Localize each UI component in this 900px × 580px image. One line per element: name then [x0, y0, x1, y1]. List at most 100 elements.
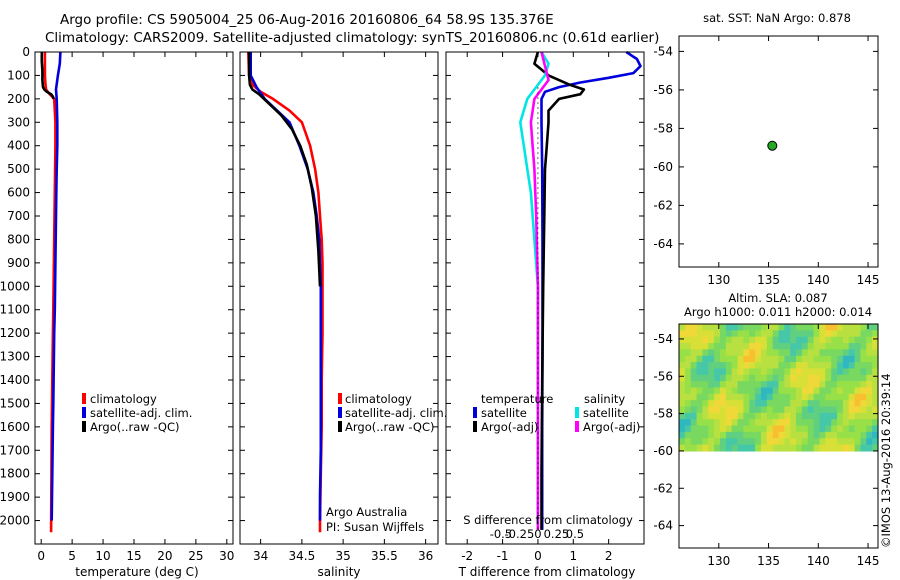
heatmap-cell [766, 355, 774, 363]
imos-credit-label: ©IMOS 13-Aug-2016 20:39:14 [879, 373, 893, 548]
heatmap-cell [708, 368, 715, 376]
heatmap-cell [696, 381, 704, 389]
heatmap-cell [854, 336, 862, 344]
heatmap-cell [708, 431, 715, 439]
heatmap-cell [731, 412, 739, 420]
y-tick-label: -60 [653, 444, 673, 458]
heatmap-cell [772, 362, 780, 370]
heatmap-cell [755, 406, 762, 414]
heatmap-cell [819, 438, 826, 446]
heatmap-cell [796, 324, 803, 331]
heatmap-cell [760, 412, 768, 420]
heatmap-cell [679, 438, 686, 446]
difference-legend: temperature salinity satellite Argo(-adj… [473, 392, 640, 434]
heatmap-cell [684, 425, 692, 433]
heatmap-cell [679, 393, 686, 401]
heatmap-cell [760, 343, 768, 350]
heatmap-cell [696, 400, 704, 408]
heatmap-cell [731, 431, 739, 439]
heatmap-cell [749, 387, 756, 395]
heatmap-cell [737, 324, 744, 331]
x-tick-label: 15 [126, 549, 141, 563]
heatmap-cell [872, 374, 879, 382]
heatmap-cell [842, 412, 850, 420]
heatmap-cell [690, 349, 698, 357]
x-tick-label: 10 [95, 549, 110, 563]
heatmap-cell [714, 355, 721, 363]
heatmap-cell [725, 438, 733, 446]
heatmap-cell [825, 355, 832, 363]
heatmap-cell [760, 393, 768, 401]
series-line-argo-adj--1 [533, 51, 586, 530]
heatmap-cell [755, 362, 762, 370]
heatmap-cell [690, 400, 698, 408]
heatmap-cell [866, 438, 873, 446]
heatmap-cell [696, 438, 704, 446]
heatmap-cell [819, 368, 826, 376]
heatmap-cell [831, 330, 838, 338]
figure-title-line1: Argo profile: CS 5905004_25 06-Aug-2016 … [60, 12, 554, 28]
heatmap-cell [778, 362, 785, 370]
heatmap-cell [766, 400, 774, 408]
heatmap-cell [860, 412, 867, 420]
heatmap-cell [772, 343, 780, 350]
heatmap-cell [702, 343, 709, 350]
heatmap-cell [743, 349, 750, 357]
heatmap-cell [772, 412, 780, 420]
heatmap-cell [690, 444, 698, 452]
x-tick-label: 20 [157, 549, 172, 563]
heatmap-cell [801, 400, 809, 408]
heatmap-cell [778, 419, 785, 427]
heatmap-cell [831, 336, 838, 344]
heatmap-cell [679, 374, 686, 382]
y-tick-label: -62 [653, 198, 673, 212]
heatmap-cell [796, 412, 803, 420]
heatmap-cell [696, 425, 704, 433]
heatmap-cell [866, 425, 873, 433]
heatmap-cell [796, 362, 803, 370]
heatmap-cell [860, 419, 867, 427]
heatmap-cell [784, 381, 791, 389]
heatmap-cell [725, 400, 733, 408]
heatmap-cell [731, 419, 739, 427]
heatmap-cell [790, 444, 797, 452]
heatmap-cell [766, 419, 774, 427]
heatmap-cell [714, 324, 721, 331]
heatmap-cell [813, 400, 821, 408]
heatmap-cell [731, 330, 739, 338]
x-tick-label: 34 [253, 549, 268, 563]
s-diff-tick-label: 0.5 [566, 527, 584, 541]
y-tick-label: -64 [653, 237, 673, 251]
heatmap-cell [743, 343, 750, 350]
heatmap-cell [784, 431, 791, 439]
heatmap-cell [679, 330, 686, 338]
heatmap-cell [860, 381, 867, 389]
heatmap-cell [866, 336, 873, 344]
heatmap-cell [801, 362, 809, 370]
heatmap-cell [719, 362, 727, 370]
heatmap-cell [860, 400, 867, 408]
salinity-annotation-1: Argo Australia [326, 505, 407, 519]
heatmap-cell [848, 393, 856, 401]
heatmap-cell [860, 330, 867, 338]
heatmap-cell [696, 355, 704, 363]
heatmap-cell [731, 444, 739, 452]
heatmap-cell [749, 355, 756, 363]
y-tick-label: 400 [7, 139, 30, 153]
heatmap-cell [813, 324, 821, 331]
heatmap-cell [866, 362, 873, 370]
heatmap-cell [714, 438, 721, 446]
heatmap-cell [778, 374, 785, 382]
heatmap-cell [696, 336, 704, 344]
heatmap-cell [860, 444, 867, 452]
heatmap-cell [872, 381, 879, 389]
heatmap-cell [725, 406, 733, 414]
heatmap-cell [848, 343, 856, 350]
heatmap-cell [702, 362, 709, 370]
heatmap-cell [842, 368, 850, 376]
heatmap-cell [866, 330, 873, 338]
heatmap-cell [819, 431, 826, 439]
heatmap-cell [737, 431, 744, 439]
heatmap-cell [766, 412, 774, 420]
heatmap-cell [696, 324, 704, 331]
